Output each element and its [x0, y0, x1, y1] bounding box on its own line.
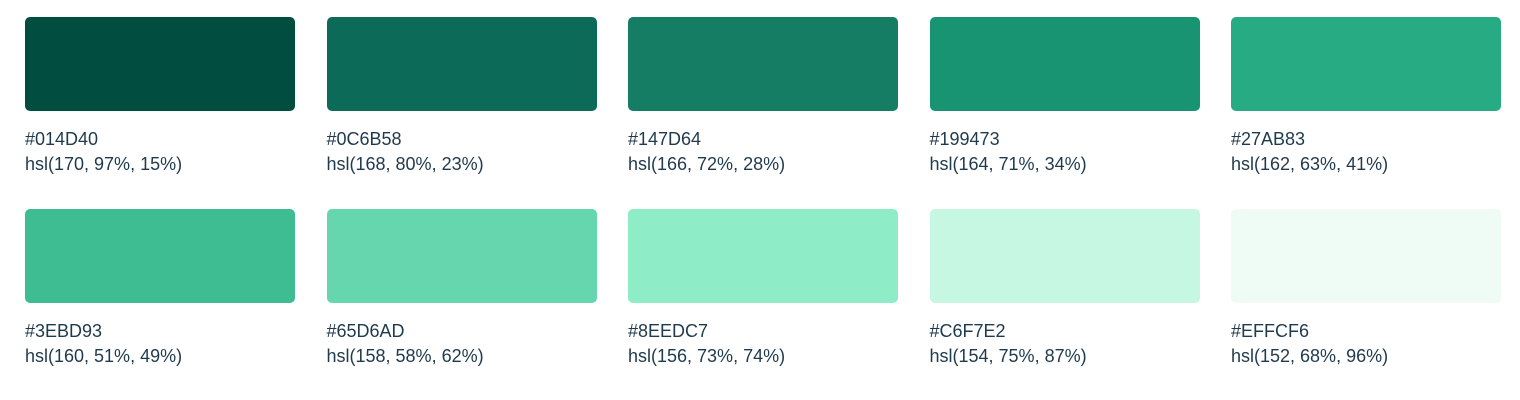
hsl-value: hsl(154, 75%, 87%) — [929, 346, 1087, 366]
color-chip — [25, 209, 295, 303]
hex-value: #014D40 — [25, 129, 99, 149]
swatch-card: #27AB83 hsl(162, 63%, 41%) — [1231, 17, 1501, 176]
color-chip — [929, 17, 1200, 111]
hex-value: #EFFCF6 — [1231, 321, 1310, 341]
swatch-card: #8EEDC7 hsl(156, 73%, 74%) — [628, 209, 898, 368]
color-chip — [25, 17, 295, 111]
swatch-card: #014D40 hsl(170, 97%, 15%) — [25, 17, 295, 176]
hex-value: #147D64 — [628, 129, 702, 149]
swatch-card: #3EBD93 hsl(160, 51%, 49%) — [25, 209, 295, 368]
swatch-card: #65D6AD hsl(158, 58%, 62%) — [326, 209, 597, 368]
swatch-card: #147D64 hsl(166, 72%, 28%) — [628, 17, 898, 176]
hex-value: #27AB83 — [1231, 129, 1306, 149]
hsl-value: hsl(170, 97%, 15%) — [25, 154, 183, 174]
hsl-value: hsl(152, 68%, 96%) — [1231, 346, 1389, 366]
swatch-card: #0C6B58 hsl(168, 80%, 23%) — [326, 17, 597, 176]
hsl-value: hsl(164, 71%, 34%) — [929, 154, 1087, 174]
hsl-value: hsl(168, 80%, 23%) — [326, 154, 484, 174]
color-chip — [1231, 209, 1501, 303]
color-chip — [326, 17, 597, 111]
swatch-grid: #014D40 hsl(170, 97%, 15%) #0C6B58 hsl(1… — [25, 17, 1501, 368]
color-chip — [1231, 17, 1501, 111]
color-chip — [628, 209, 898, 303]
hsl-value: hsl(162, 63%, 41%) — [1231, 154, 1389, 174]
hex-value: #199473 — [929, 129, 1000, 149]
color-chip — [929, 209, 1200, 303]
color-chip — [326, 209, 597, 303]
hsl-value: hsl(166, 72%, 28%) — [628, 154, 786, 174]
swatch-card: #C6F7E2 hsl(154, 75%, 87%) — [929, 209, 1200, 368]
hsl-value: hsl(160, 51%, 49%) — [25, 346, 183, 366]
hsl-value: hsl(156, 73%, 74%) — [628, 346, 786, 366]
hex-value: #C6F7E2 — [929, 321, 1006, 341]
hex-value: #8EEDC7 — [628, 321, 709, 341]
hsl-value: hsl(158, 58%, 62%) — [326, 346, 484, 366]
color-chip — [628, 17, 898, 111]
hex-value: #3EBD93 — [25, 321, 103, 341]
swatch-card: #EFFCF6 hsl(152, 68%, 96%) — [1231, 209, 1501, 368]
hex-value: #65D6AD — [326, 321, 405, 341]
swatch-card: #199473 hsl(164, 71%, 34%) — [929, 17, 1200, 176]
hex-value: #0C6B58 — [326, 129, 402, 149]
